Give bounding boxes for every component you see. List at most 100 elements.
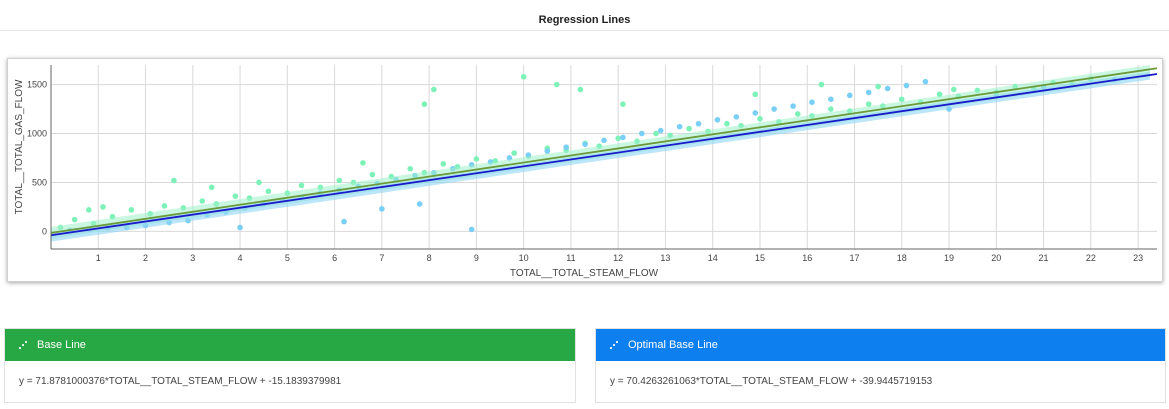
scatter-point [724, 120, 730, 127]
scatter-point [199, 198, 206, 204]
scatter-point [733, 114, 740, 120]
page-title: Regression Lines [538, 14, 631, 26]
x-tick-label: 1 [96, 253, 101, 263]
scatter-point [794, 111, 801, 117]
y-tick-label: 1000 [27, 129, 47, 139]
scatter-point [577, 86, 584, 93]
scatter-point [695, 120, 702, 127]
scatter-point [686, 125, 692, 132]
scatter-point [379, 206, 385, 212]
x-tick-label: 21 [1039, 253, 1049, 263]
scatter-point [256, 179, 262, 186]
scatter-point [440, 161, 447, 167]
scatter-icon [610, 340, 620, 350]
scatter-point [421, 101, 428, 107]
scatter-point [828, 106, 834, 112]
scatter-point [653, 130, 659, 137]
x-tick-label: 8 [427, 253, 432, 263]
scatter-point [752, 91, 759, 98]
scatter-point [171, 177, 177, 184]
scatter-point [620, 101, 626, 107]
x-tick-label: 6 [332, 253, 337, 263]
optimal-base-line-equation: y = 70.4263261063*TOTAL__TOTAL_STEAM_FLO… [610, 376, 933, 387]
scatter-point [336, 177, 343, 184]
scatter-point [582, 141, 588, 148]
scatter-point [771, 106, 777, 112]
chart-axes: 1 2 3 4 5 6 7 8 9 10 11 12 13 14 15 16 17 18 19 20 21 22 23050… [27, 65, 1157, 263]
base-line-title: Base Line [37, 339, 86, 351]
scatter-point [208, 184, 215, 191]
optimal-base-line-title: Optimal Base Line [628, 339, 718, 351]
scatter-point [298, 182, 305, 189]
x-tick-label: 19 [944, 253, 954, 263]
regression-chart-card: 1 2 3 4 5 6 7 8 9 10 11 12 13 14 15 16 17 18 19 20 21 22 23 0 50… [7, 58, 1163, 282]
scatter-point [809, 99, 815, 105]
scatter-point [563, 144, 569, 151]
scatter-point [520, 73, 527, 80]
base-line-header: Base Line [5, 329, 575, 361]
scatter-point [657, 127, 664, 134]
base-line-equation: y = 71.8781000376*TOTAL__TOTAL_STEAM_FLO… [19, 376, 342, 387]
scatter-point [865, 101, 872, 107]
scatter-point [790, 103, 796, 109]
scatter-point [865, 89, 872, 96]
scatter-point [903, 82, 910, 89]
scatter-point [431, 86, 437, 93]
scatter-point [128, 207, 135, 213]
scatter-point [369, 171, 376, 178]
x-tick-label: 9 [474, 253, 479, 263]
scatter-point [601, 137, 607, 144]
scatter-point [544, 148, 551, 154]
scatter-point [71, 216, 78, 223]
x-tick-label: 18 [897, 253, 907, 263]
scatter-point [714, 117, 721, 123]
y-tick-label: 500 [32, 177, 47, 187]
scatter-point [341, 218, 347, 225]
scatter-point [407, 165, 414, 172]
scatter-point [468, 226, 475, 233]
x-tick-label: 11 [566, 253, 575, 263]
x-axis-label: TOTAL__TOTAL_STEAM_FLOW [510, 268, 659, 279]
optimal-base-line-card: Optimal Base Line y = 70.4263261063*TOTA… [595, 328, 1166, 403]
blue-point-cloud [51, 71, 1150, 242]
x-tick-label: 22 [1086, 253, 1096, 263]
base-line-card: Base Line y = 71.8781000376*TOTAL__TOTAL… [4, 328, 576, 403]
scatter-point [818, 81, 825, 88]
regression-line [50, 73, 1158, 237]
x-tick-label: 7 [379, 253, 384, 263]
scatter-point [936, 91, 943, 98]
y-tick-label: 1500 [27, 80, 47, 90]
chart-grid [51, 65, 1157, 249]
scatter-point [884, 85, 891, 92]
scatter-point [922, 78, 929, 85]
optimal-base-line-header: Optimal Base Line [596, 329, 1165, 361]
scatter-point [511, 150, 517, 156]
chart-regression-lines [50, 67, 1158, 237]
scatter-point [639, 130, 645, 137]
y-axis-label: TOTAL__TOTAL_GAS_FLOW [14, 79, 25, 214]
x-tick-label: 17 [849, 253, 859, 263]
x-tick-label: 13 [660, 253, 670, 263]
scatter-point [898, 96, 905, 103]
scatter-point [232, 193, 239, 199]
x-tick-label: 14 [708, 253, 718, 263]
title-divider [0, 30, 1169, 31]
scatter-point [846, 92, 853, 99]
scatter-point [950, 86, 957, 93]
scatter-point [100, 204, 106, 210]
x-tick-label: 2 [143, 253, 148, 263]
scatter-point [416, 201, 423, 207]
scatter-point [161, 203, 168, 209]
x-tick-label: 16 [802, 253, 812, 263]
x-tick-label: 4 [238, 253, 243, 263]
x-tick-label: 20 [991, 253, 1001, 263]
regression-line [50, 67, 1158, 234]
scatter-point [237, 224, 243, 231]
x-tick-label: 23 [1133, 253, 1143, 263]
y-tick-label: 0 [42, 226, 47, 236]
scatter-point [757, 116, 763, 122]
chart-points [51, 64, 1150, 242]
scatter-point [676, 123, 683, 130]
x-tick-label: 12 [613, 253, 623, 263]
x-tick-label: 10 [519, 253, 529, 263]
